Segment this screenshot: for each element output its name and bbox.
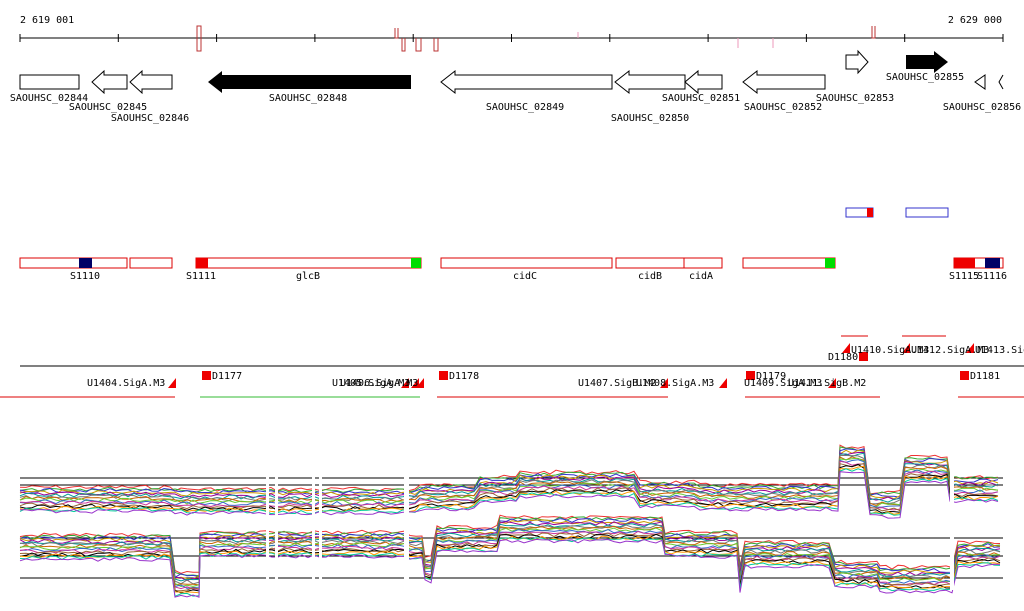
feature-block bbox=[79, 258, 92, 268]
gene bbox=[845, 49, 869, 75]
gene bbox=[742, 69, 826, 95]
site-label: D1180 bbox=[828, 352, 858, 363]
gene-label: SAOUHSC_02849 bbox=[486, 102, 564, 113]
expression-trace bbox=[19, 530, 1001, 591]
expression-trace bbox=[19, 521, 1001, 582]
gene bbox=[440, 69, 613, 95]
gene-label: SAOUHSC_02856 bbox=[943, 102, 1021, 113]
expression-trace bbox=[19, 537, 1001, 598]
site-label: D1179 bbox=[756, 371, 786, 382]
site-label: U1413.Sig bbox=[975, 345, 1024, 356]
gene-label: SAOUHSC_02848 bbox=[269, 93, 347, 104]
expression-trace bbox=[19, 532, 1001, 592]
gene-label: SAOUHSC_02845 bbox=[69, 102, 147, 113]
site-label: U1405.SigA.M3 bbox=[332, 378, 410, 389]
ruler-ticks bbox=[19, 34, 1004, 42]
gene bbox=[91, 69, 128, 95]
gene-label: SAOUHSC_02850 bbox=[611, 113, 689, 124]
site-label: U1410.SigA.M3 bbox=[851, 345, 929, 356]
genes: SAOUHSC_02844 SAOUHSC_02845 SAOUHSC_0284… bbox=[10, 49, 1021, 124]
features: S1110 S1111 glcB cidC cidB cidA S1115 S1… bbox=[19, 257, 1007, 282]
feature-box bbox=[19, 257, 128, 269]
gene bbox=[974, 74, 1004, 90]
expression-trace bbox=[19, 514, 1001, 574]
expression-trace bbox=[19, 538, 1001, 598]
feature-box bbox=[129, 257, 173, 269]
end-coordinate: 2 629 000 bbox=[948, 15, 1002, 26]
site-label: D1181 bbox=[970, 371, 1000, 382]
feature-box bbox=[615, 257, 685, 269]
feature-label: glcB bbox=[296, 271, 320, 282]
ruler-marks bbox=[196, 25, 876, 52]
gene bbox=[684, 69, 723, 95]
site-markers bbox=[168, 343, 974, 388]
start-coordinate: 2 619 001 bbox=[20, 15, 74, 26]
site-label: U1412.SigA.M3 bbox=[911, 345, 989, 356]
gene bbox=[129, 69, 173, 95]
antisense-features bbox=[845, 207, 949, 218]
feature-label: cidA bbox=[689, 271, 713, 282]
gene-label: SAOUHSC_02855 bbox=[886, 72, 964, 83]
site-lines bbox=[0, 335, 1024, 398]
gene-label: SAOUHSC_02846 bbox=[111, 113, 189, 124]
gene-label: SAOUHSC_02852 bbox=[744, 102, 822, 113]
feature-block bbox=[954, 258, 975, 268]
feature-label: cidC bbox=[513, 271, 537, 282]
gene bbox=[19, 74, 80, 90]
expression-tracks bbox=[19, 444, 1003, 598]
feature-label: S1111 bbox=[186, 271, 216, 282]
expression-trace bbox=[19, 522, 1001, 582]
site-label: U1408.SigA.M3 bbox=[636, 378, 714, 389]
gene bbox=[208, 71, 411, 93]
ruler: 2 619 001 2 629 000 bbox=[19, 15, 1004, 52]
feature-box bbox=[195, 257, 422, 269]
gene-label: SAOUHSC_02851 bbox=[662, 93, 740, 104]
site-label: U1409.SigA.M3 bbox=[744, 378, 822, 389]
feature-box bbox=[440, 257, 613, 269]
gene bbox=[906, 51, 948, 73]
feature-box bbox=[905, 207, 949, 218]
expression-trace bbox=[20, 471, 999, 519]
site-label: U1407.SigB.M2 bbox=[578, 378, 656, 389]
feature-block bbox=[411, 258, 421, 268]
expression-trace bbox=[19, 525, 1001, 586]
expression-trace bbox=[19, 517, 1001, 579]
feature-block bbox=[196, 258, 208, 268]
gene-label: SAOUHSC_02844 bbox=[10, 93, 88, 104]
site-label: U1404.SigA.M3 bbox=[87, 378, 165, 389]
site-label: D1178 bbox=[449, 371, 479, 382]
feature-box bbox=[683, 257, 723, 269]
site-label: U1411.SigB.M2 bbox=[788, 378, 866, 389]
feature-box bbox=[742, 257, 836, 269]
feature-block bbox=[825, 258, 835, 268]
gene-label: SAOUHSC_02853 bbox=[816, 93, 894, 104]
track-gaps bbox=[266, 470, 954, 590]
feature-label: cidB bbox=[638, 271, 662, 282]
site-label: U1406.SigA.M3 bbox=[340, 378, 418, 389]
feature-label: S1115 bbox=[949, 271, 979, 282]
feature-label: S1110 bbox=[70, 271, 100, 282]
site-label: D1177 bbox=[212, 371, 242, 382]
feature-label: S1116 bbox=[977, 271, 1007, 282]
sites: U1404.SigA.M3 D1177 U1405.SigA.M3 U1406.… bbox=[0, 335, 1024, 398]
feature-end bbox=[867, 208, 873, 217]
feature-block bbox=[985, 258, 1000, 268]
gene bbox=[614, 69, 686, 95]
